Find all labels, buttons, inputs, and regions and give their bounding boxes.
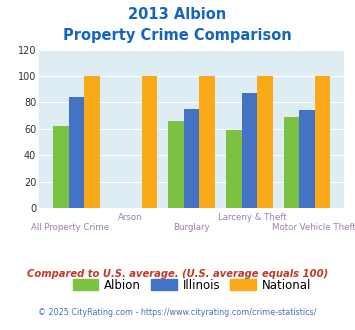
Text: Motor Vehicle Theft: Motor Vehicle Theft <box>272 223 355 232</box>
Bar <box>242 93 257 208</box>
Text: All Property Crime: All Property Crime <box>31 223 109 232</box>
Bar <box>53 126 69 208</box>
Text: 2013 Albion: 2013 Albion <box>129 7 226 21</box>
Bar <box>168 121 184 208</box>
Legend: Albion, Illinois, National: Albion, Illinois, National <box>68 274 316 296</box>
Text: © 2025 CityRating.com - https://www.cityrating.com/crime-statistics/: © 2025 CityRating.com - https://www.city… <box>38 308 317 316</box>
Text: Larceny & Theft: Larceny & Theft <box>218 213 287 222</box>
Text: Property Crime Comparison: Property Crime Comparison <box>63 28 292 43</box>
Bar <box>257 76 273 208</box>
Text: Compared to U.S. average. (U.S. average equals 100): Compared to U.S. average. (U.S. average … <box>27 269 328 279</box>
Bar <box>184 109 200 208</box>
Bar <box>226 130 242 208</box>
Bar <box>84 76 100 208</box>
Bar <box>299 110 315 208</box>
Text: Arson: Arson <box>118 213 143 222</box>
Text: Burglary: Burglary <box>173 223 210 232</box>
Bar <box>315 76 331 208</box>
Bar <box>284 117 299 208</box>
Bar <box>69 97 84 208</box>
Bar <box>142 76 157 208</box>
Bar <box>200 76 215 208</box>
